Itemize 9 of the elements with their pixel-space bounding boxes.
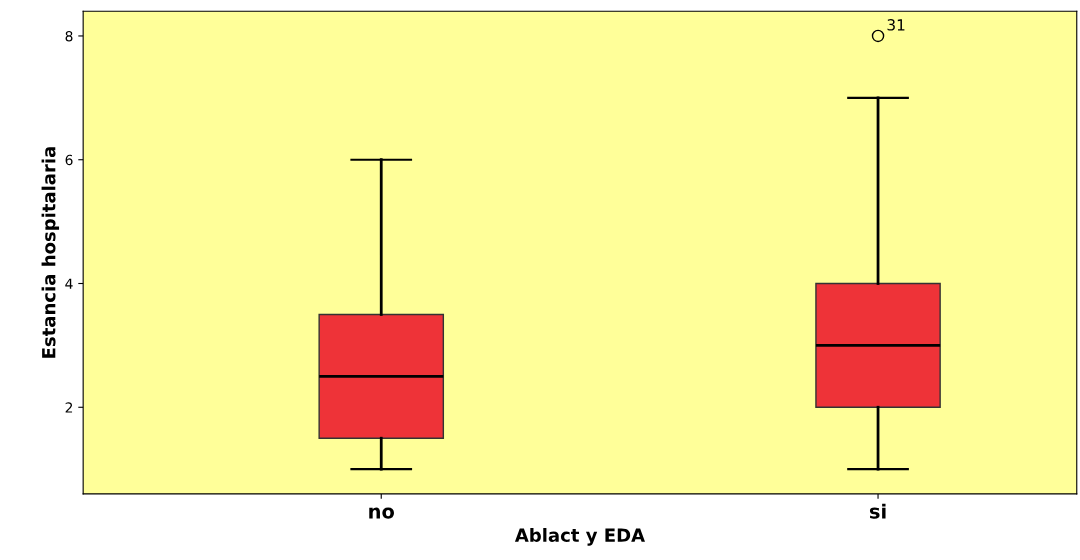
y-axis-title: Estancia hospitalaria bbox=[41, 147, 60, 358]
y-tick-label: 2 bbox=[65, 402, 73, 413]
x-tick-label: si bbox=[869, 503, 886, 519]
y-tick-label: 6 bbox=[65, 154, 73, 166]
annotation: 31 bbox=[887, 19, 905, 31]
y-tick-label: 4 bbox=[65, 278, 73, 289]
y-tick-label: 8 bbox=[65, 30, 73, 42]
x-tick-label: no bbox=[369, 507, 395, 519]
x-axis-title: Ablact y EDA bbox=[514, 528, 645, 546]
